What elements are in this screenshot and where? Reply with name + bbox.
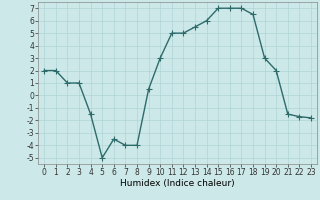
X-axis label: Humidex (Indice chaleur): Humidex (Indice chaleur) [120, 179, 235, 188]
